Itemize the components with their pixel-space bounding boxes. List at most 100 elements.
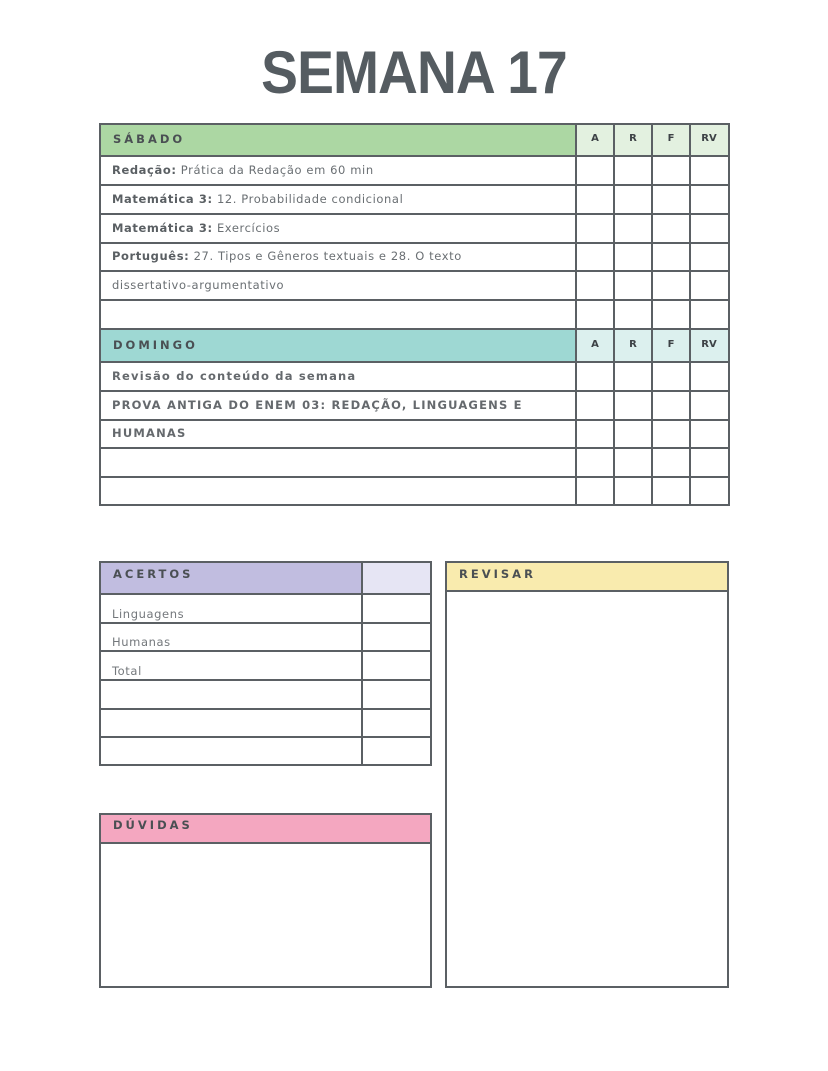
score-label: Linguagens — [112, 607, 185, 621]
score-input[interactable] — [363, 624, 430, 650]
checkbox-cell-a[interactable] — [577, 449, 613, 476]
row-divider — [100, 184, 728, 186]
task-row: PROVA ANTIGA DO ENEM 03: REDAÇÃO, LINGUA… — [112, 398, 523, 412]
checkbox-cell-rv[interactable] — [691, 244, 727, 270]
revisar-notes-area[interactable] — [447, 592, 727, 986]
checkbox-cell-rv[interactable] — [691, 392, 727, 419]
task-row: Redação: Prática da Redação em 60 min — [112, 163, 374, 177]
checkbox-cell-rv[interactable] — [691, 449, 727, 476]
sabado-col-header-bg — [614, 124, 652, 156]
checkbox-cell-r[interactable] — [615, 301, 651, 328]
duvidas-label: DÚVIDAS — [113, 818, 193, 832]
checkbox-cell-f[interactable] — [653, 157, 689, 184]
checkbox-cell-r[interactable] — [615, 478, 651, 504]
col-divider — [361, 562, 363, 765]
checkbox-cell-f[interactable] — [653, 301, 689, 328]
checkbox-cell-rv[interactable] — [691, 272, 727, 299]
checkbox-cell-r[interactable] — [615, 157, 651, 184]
domingo-col-rv: RV — [701, 338, 717, 350]
checkbox-cell-a[interactable] — [577, 215, 613, 242]
checkbox-cell-r[interactable] — [615, 363, 651, 390]
col-divider — [575, 329, 577, 505]
checkbox-cell-f[interactable] — [653, 363, 689, 390]
checkbox-cell-f[interactable] — [653, 244, 689, 270]
domingo-col-header-bg — [690, 329, 728, 362]
checkbox-cell-a[interactable] — [577, 392, 613, 419]
checkbox-cell-r[interactable] — [615, 392, 651, 419]
checkbox-cell-r[interactable] — [615, 186, 651, 213]
duvidas-notes-area[interactable] — [101, 844, 430, 986]
checkbox-cell-f[interactable] — [653, 186, 689, 213]
col-divider — [689, 124, 691, 329]
sabado-col-f: F — [667, 133, 675, 144]
checkbox-cell-f[interactable] — [653, 421, 689, 447]
row-divider — [100, 736, 431, 738]
checkbox-cell-rv[interactable] — [691, 215, 727, 242]
checkbox-cell-a[interactable] — [577, 272, 613, 299]
col-divider — [651, 329, 653, 505]
subject-label: Matemática 3: — [112, 191, 213, 206]
subject-label: Redação: — [112, 162, 177, 177]
checkbox-cell-f[interactable] — [653, 215, 689, 242]
row-divider — [100, 242, 728, 244]
acertos-header — [100, 562, 362, 594]
checkbox-cell-f[interactable] — [653, 478, 689, 504]
score-input[interactable] — [363, 710, 430, 736]
row-divider — [100, 299, 728, 301]
acertos-header-value — [362, 562, 431, 594]
checkbox-cell-r[interactable] — [615, 244, 651, 270]
sabado-col-header-bg — [652, 124, 690, 156]
row-divider — [100, 593, 431, 595]
task-row: Matemática 3: Exercícios — [112, 221, 280, 235]
checkbox-cell-a[interactable] — [577, 157, 613, 184]
page-title: SEMANA 17 — [261, 39, 568, 106]
checkbox-cell-rv[interactable] — [691, 421, 727, 447]
sabado-header — [100, 124, 576, 156]
row-divider — [100, 708, 431, 710]
checkbox-cell-a[interactable] — [577, 186, 613, 213]
checkbox-cell-r[interactable] — [615, 215, 651, 242]
sabado-col-a: A — [591, 133, 599, 144]
checkbox-cell-a[interactable] — [577, 244, 613, 270]
task-row: dissertativo-argumentativo — [112, 278, 284, 292]
checkbox-cell-r[interactable] — [615, 272, 651, 299]
row-divider — [100, 622, 431, 624]
col-divider — [689, 329, 691, 505]
checkbox-cell-r[interactable] — [615, 421, 651, 447]
domingo-col-a: A — [591, 338, 599, 350]
domingo-header — [100, 329, 576, 362]
checkbox-cell-f[interactable] — [653, 272, 689, 299]
row-divider — [100, 213, 728, 215]
checkbox-cell-a[interactable] — [577, 478, 613, 504]
checkbox-cell-a[interactable] — [577, 363, 613, 390]
checkbox-cell-a[interactable] — [577, 301, 613, 328]
domingo-col-r: R — [629, 338, 637, 350]
sabado-col-header-bg — [690, 124, 728, 156]
score-label: Total — [112, 664, 142, 678]
checkbox-cell-r[interactable] — [615, 449, 651, 476]
score-input[interactable] — [363, 595, 430, 622]
checkbox-cell-rv[interactable] — [691, 301, 727, 328]
score-input[interactable] — [363, 652, 430, 679]
score-input[interactable] — [363, 681, 430, 708]
checkbox-cell-f[interactable] — [653, 449, 689, 476]
row-divider — [100, 155, 728, 157]
checkbox-cell-rv[interactable] — [691, 363, 727, 390]
task-row: HUMANAS — [112, 426, 187, 440]
checkbox-cell-rv[interactable] — [691, 157, 727, 184]
score-label: Humanas — [112, 635, 171, 649]
checkbox-cell-rv[interactable] — [691, 478, 727, 504]
sabado-col-r: R — [629, 133, 637, 144]
domingo-col-f: F — [667, 338, 675, 350]
checkbox-cell-rv[interactable] — [691, 186, 727, 213]
task-row: Matemática 3: 12. Probabilidade condicio… — [112, 192, 403, 206]
checkbox-cell-a[interactable] — [577, 421, 613, 447]
score-input[interactable] — [363, 738, 430, 764]
checkbox-cell-f[interactable] — [653, 392, 689, 419]
row-divider — [100, 679, 431, 681]
header-divider — [100, 842, 431, 844]
subject-label: Português: — [112, 249, 190, 263]
sabado-label: SÁBADO — [113, 132, 186, 146]
duvidas-header — [100, 814, 431, 843]
